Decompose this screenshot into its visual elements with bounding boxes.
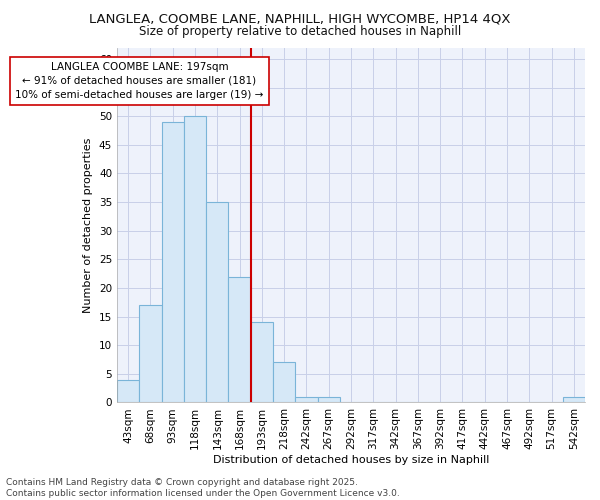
Bar [229,276,251,402]
Text: LANGLEA, COOMBE LANE, NAPHILL, HIGH WYCOMBE, HP14 4QX: LANGLEA, COOMBE LANE, NAPHILL, HIGH WYCO… [89,12,511,26]
Bar [317,396,340,402]
Bar [563,396,585,402]
Bar [295,396,317,402]
Y-axis label: Number of detached properties: Number of detached properties [83,138,94,312]
Bar [161,122,184,402]
Bar [139,305,161,402]
Bar [273,362,295,403]
Bar [117,380,139,402]
Bar [206,202,229,402]
X-axis label: Distribution of detached houses by size in Naphill: Distribution of detached houses by size … [213,455,489,465]
Text: Contains HM Land Registry data © Crown copyright and database right 2025.
Contai: Contains HM Land Registry data © Crown c… [6,478,400,498]
Bar [184,116,206,403]
Text: Size of property relative to detached houses in Naphill: Size of property relative to detached ho… [139,25,461,38]
Bar [251,322,273,402]
Text: LANGLEA COOMBE LANE: 197sqm
← 91% of detached houses are smaller (181)
10% of se: LANGLEA COOMBE LANE: 197sqm ← 91% of det… [15,62,263,100]
